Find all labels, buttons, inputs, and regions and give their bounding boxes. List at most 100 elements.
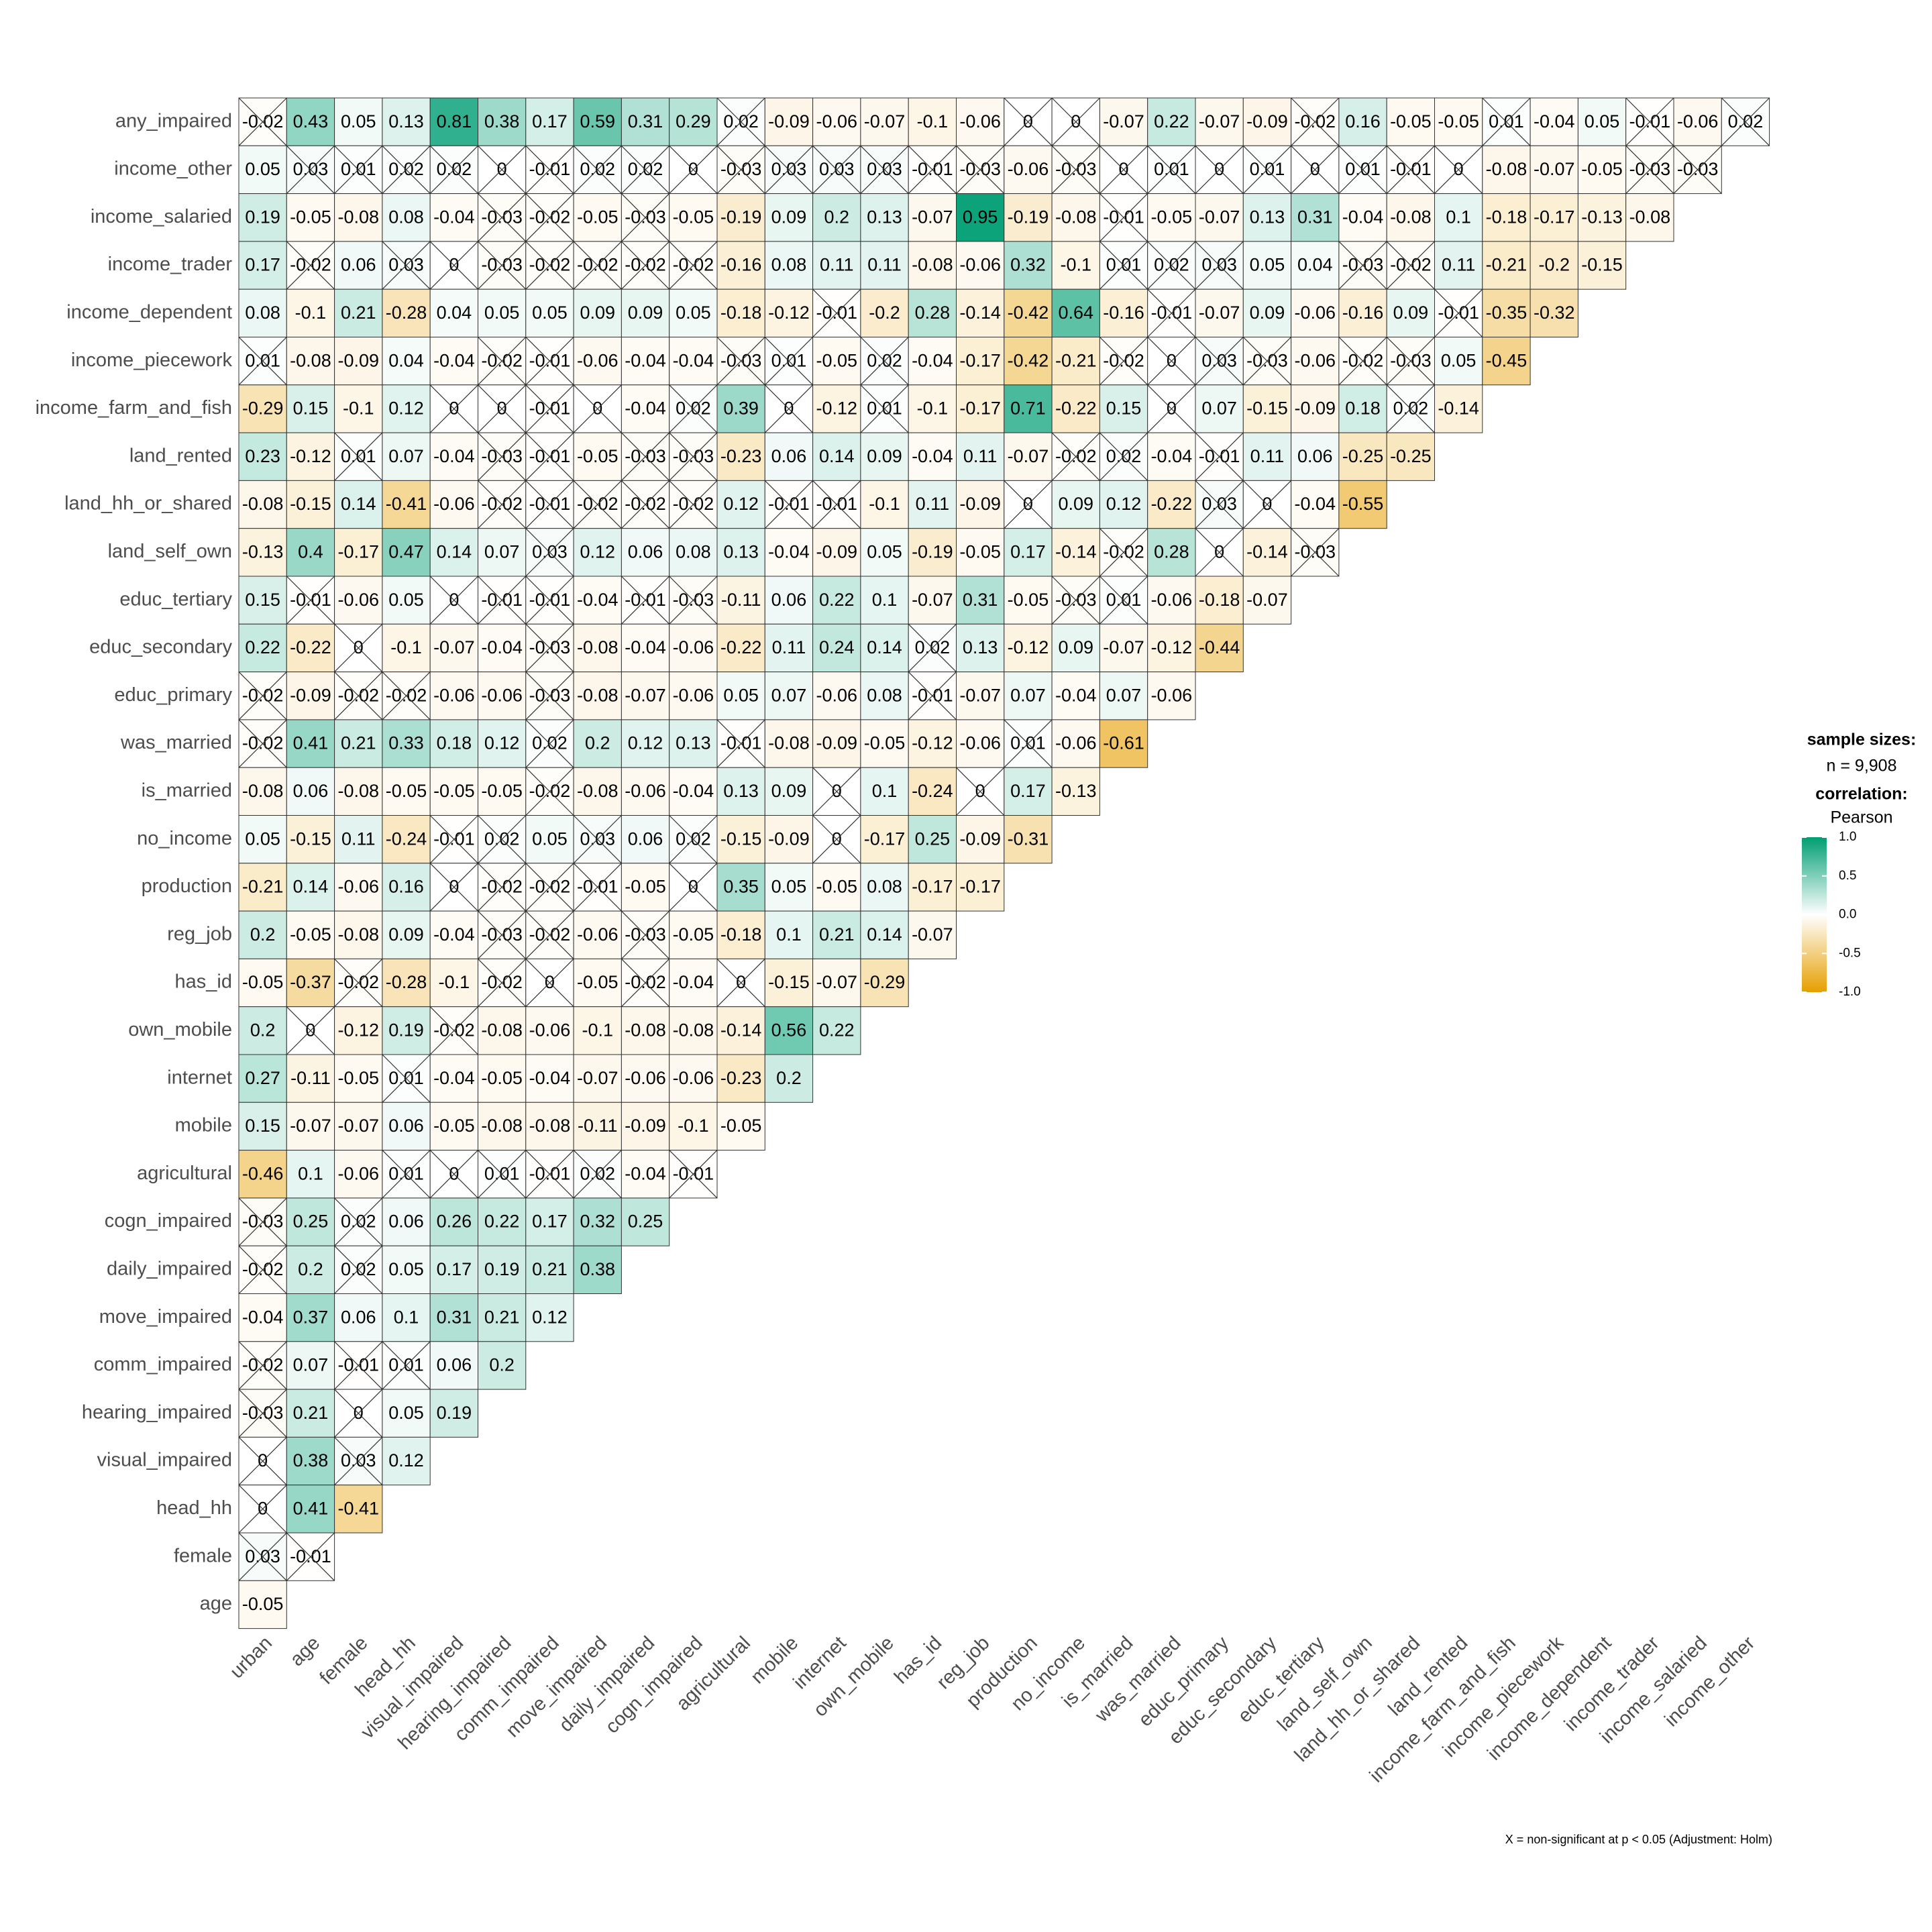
cell xyxy=(716,241,765,290)
cell-label: 0.03 xyxy=(341,1450,376,1470)
cell-label: 0.13 xyxy=(388,111,424,131)
nonsig-cross xyxy=(1386,145,1435,195)
cell xyxy=(716,815,765,864)
cell-label: -0.06 xyxy=(959,255,1001,275)
cell xyxy=(1004,193,1053,242)
cell-label: -0.07 xyxy=(1103,111,1144,131)
nonsig-cross xyxy=(1242,145,1292,195)
cell xyxy=(382,288,431,338)
cell-label: -0.05 xyxy=(481,1068,523,1088)
cell-label: 0.21 xyxy=(819,924,855,945)
cell xyxy=(286,1436,335,1486)
cell xyxy=(764,815,814,864)
cell-label: 0.06 xyxy=(628,828,663,849)
nonsig-cross xyxy=(525,384,574,433)
cell-label: 0.05 xyxy=(388,590,424,610)
cell xyxy=(429,672,479,720)
nonsig-cross xyxy=(1242,480,1292,529)
cell-label: 0.13 xyxy=(963,637,998,657)
cell-label: -0.04 xyxy=(625,350,666,370)
cell-label: -0.04 xyxy=(1151,446,1193,466)
cell-label: 0.25 xyxy=(628,1212,663,1232)
cell xyxy=(956,241,1005,290)
cell xyxy=(573,337,622,386)
cell xyxy=(908,241,957,290)
cell-label: -0.08 xyxy=(577,685,619,705)
y-tick-label: internet xyxy=(167,1067,232,1088)
cell-label: 0.07 xyxy=(771,685,807,705)
nonsig-cross xyxy=(573,480,622,529)
cell-label: 0.12 xyxy=(628,733,663,753)
cell-label: -0.04 xyxy=(529,1068,571,1088)
nonsig-cross xyxy=(478,958,527,1008)
cell xyxy=(621,528,670,577)
nonsig-cross xyxy=(764,480,814,529)
cell-label: -0.03 xyxy=(1246,350,1288,370)
cell-label: 0.09 xyxy=(867,446,902,466)
cell-label: 0.1 xyxy=(298,1163,323,1183)
cell xyxy=(573,528,622,577)
cell-label: -0.02 xyxy=(1294,111,1336,131)
cell-label: -0.02 xyxy=(481,494,523,514)
cell xyxy=(764,623,814,673)
cell-label: 0.39 xyxy=(723,398,759,419)
cell-label: -0.04 xyxy=(1342,207,1384,227)
cell xyxy=(1195,623,1244,673)
cell xyxy=(956,719,1005,768)
nonsig-cross xyxy=(478,576,527,625)
cell-label: 0.06 xyxy=(388,1212,424,1232)
cell xyxy=(1338,480,1387,529)
cell-label: -0.14 xyxy=(1055,541,1097,561)
y-tick-label: income_farm_and_fish xyxy=(36,397,232,419)
cell-label: -0.09 xyxy=(290,685,331,705)
cell xyxy=(1004,241,1053,290)
cell-label: -0.1 xyxy=(295,303,327,323)
cell-label: -0.13 xyxy=(1055,781,1097,801)
cell-label: 0.19 xyxy=(437,1403,472,1423)
cell xyxy=(238,958,287,1008)
cell xyxy=(286,432,335,481)
cell xyxy=(478,1197,527,1246)
cell-label: -0.05 xyxy=(673,924,714,945)
cell xyxy=(286,910,335,959)
cell-label: -0.1 xyxy=(917,398,949,419)
cell-label: -0.16 xyxy=(720,255,762,275)
cell xyxy=(573,432,622,481)
cell xyxy=(1004,623,1053,673)
cell-label: -0.01 xyxy=(337,1355,379,1375)
cell-label: 0.35 xyxy=(723,877,759,897)
cell-label: 0 xyxy=(1023,494,1033,514)
y-tick-label: head_hh xyxy=(156,1497,232,1519)
cell-label: 0.05 xyxy=(245,159,280,179)
cell xyxy=(238,863,287,912)
cell-label: 0.01 xyxy=(1250,159,1285,179)
cell-label: -0.17 xyxy=(912,877,953,897)
nonsig-cross xyxy=(334,1436,383,1486)
cell xyxy=(429,623,479,673)
cell xyxy=(525,1293,574,1342)
cell-label: 0.14 xyxy=(341,494,376,514)
cell xyxy=(573,1102,622,1151)
cell-label: -0.14 xyxy=(959,303,1001,323)
legend-sample-size: n = 9,908 xyxy=(1827,757,1897,775)
y-tick-label: female xyxy=(174,1545,232,1566)
cell xyxy=(1004,576,1053,625)
cell-label: -0.02 xyxy=(433,1020,475,1040)
cell xyxy=(812,384,861,433)
cell xyxy=(812,910,861,959)
cell-label: -0.04 xyxy=(433,1068,475,1088)
y-tick-label: agricultural xyxy=(137,1163,232,1184)
cell-label: 0 xyxy=(1454,159,1464,179)
cell-label: 0.12 xyxy=(532,1307,568,1327)
cell-label: 0.03 xyxy=(532,541,568,561)
cell-label: 0 xyxy=(1071,111,1081,131)
cell-label: 0.14 xyxy=(437,541,472,561)
cell-label: -0.02 xyxy=(529,877,571,897)
cell-label: 0.06 xyxy=(293,781,329,801)
cell-label: 0.12 xyxy=(388,398,424,419)
nonsig-cross xyxy=(1195,480,1244,529)
cell-label: 0.13 xyxy=(676,733,711,753)
nonsig-cross xyxy=(429,815,478,864)
cell-label: 0.26 xyxy=(437,1212,472,1232)
cell-label: 0.05 xyxy=(867,541,902,561)
